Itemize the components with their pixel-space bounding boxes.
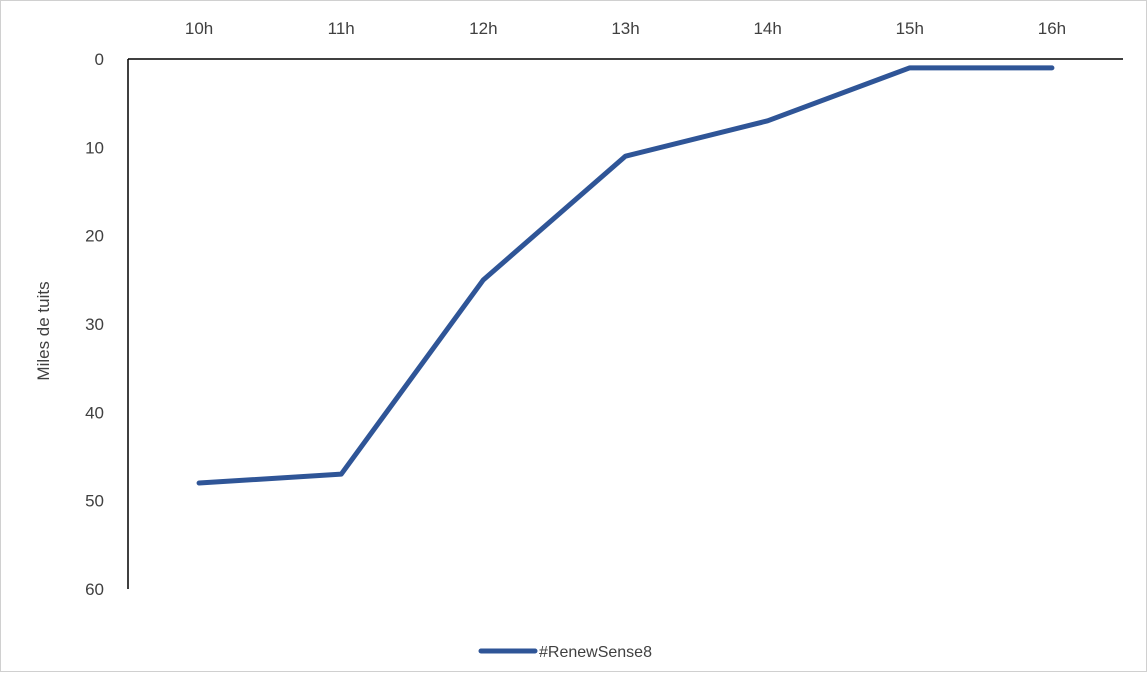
x-tick-label-10h: 10h (185, 19, 213, 38)
x-tick-label-16h: 16h (1038, 19, 1066, 38)
series-line-0 (199, 68, 1052, 483)
y-tick-label-0: 0 (95, 50, 104, 69)
x-tick-label-15h: 15h (896, 19, 924, 38)
y-tick-label-60: 60 (85, 580, 104, 599)
x-tick-label-11h: 11h (328, 19, 355, 38)
legend-label-renewsense8: #RenewSense8 (539, 644, 652, 661)
legend: #RenewSense8 (481, 644, 652, 661)
y-tick-label-40: 40 (85, 403, 104, 422)
y-tick-label-50: 50 (85, 492, 104, 511)
x-tick-label-13h: 13h (611, 19, 639, 38)
y-axis-label: Miles de tuits (34, 281, 53, 380)
y-tick-label-10: 10 (85, 138, 104, 157)
x-tick-label-14h: 14h (753, 19, 781, 38)
y-tick-label-20: 20 (85, 227, 104, 246)
y-tick-label-30: 30 (85, 315, 104, 334)
x-tick-label-12h: 12h (469, 19, 497, 38)
